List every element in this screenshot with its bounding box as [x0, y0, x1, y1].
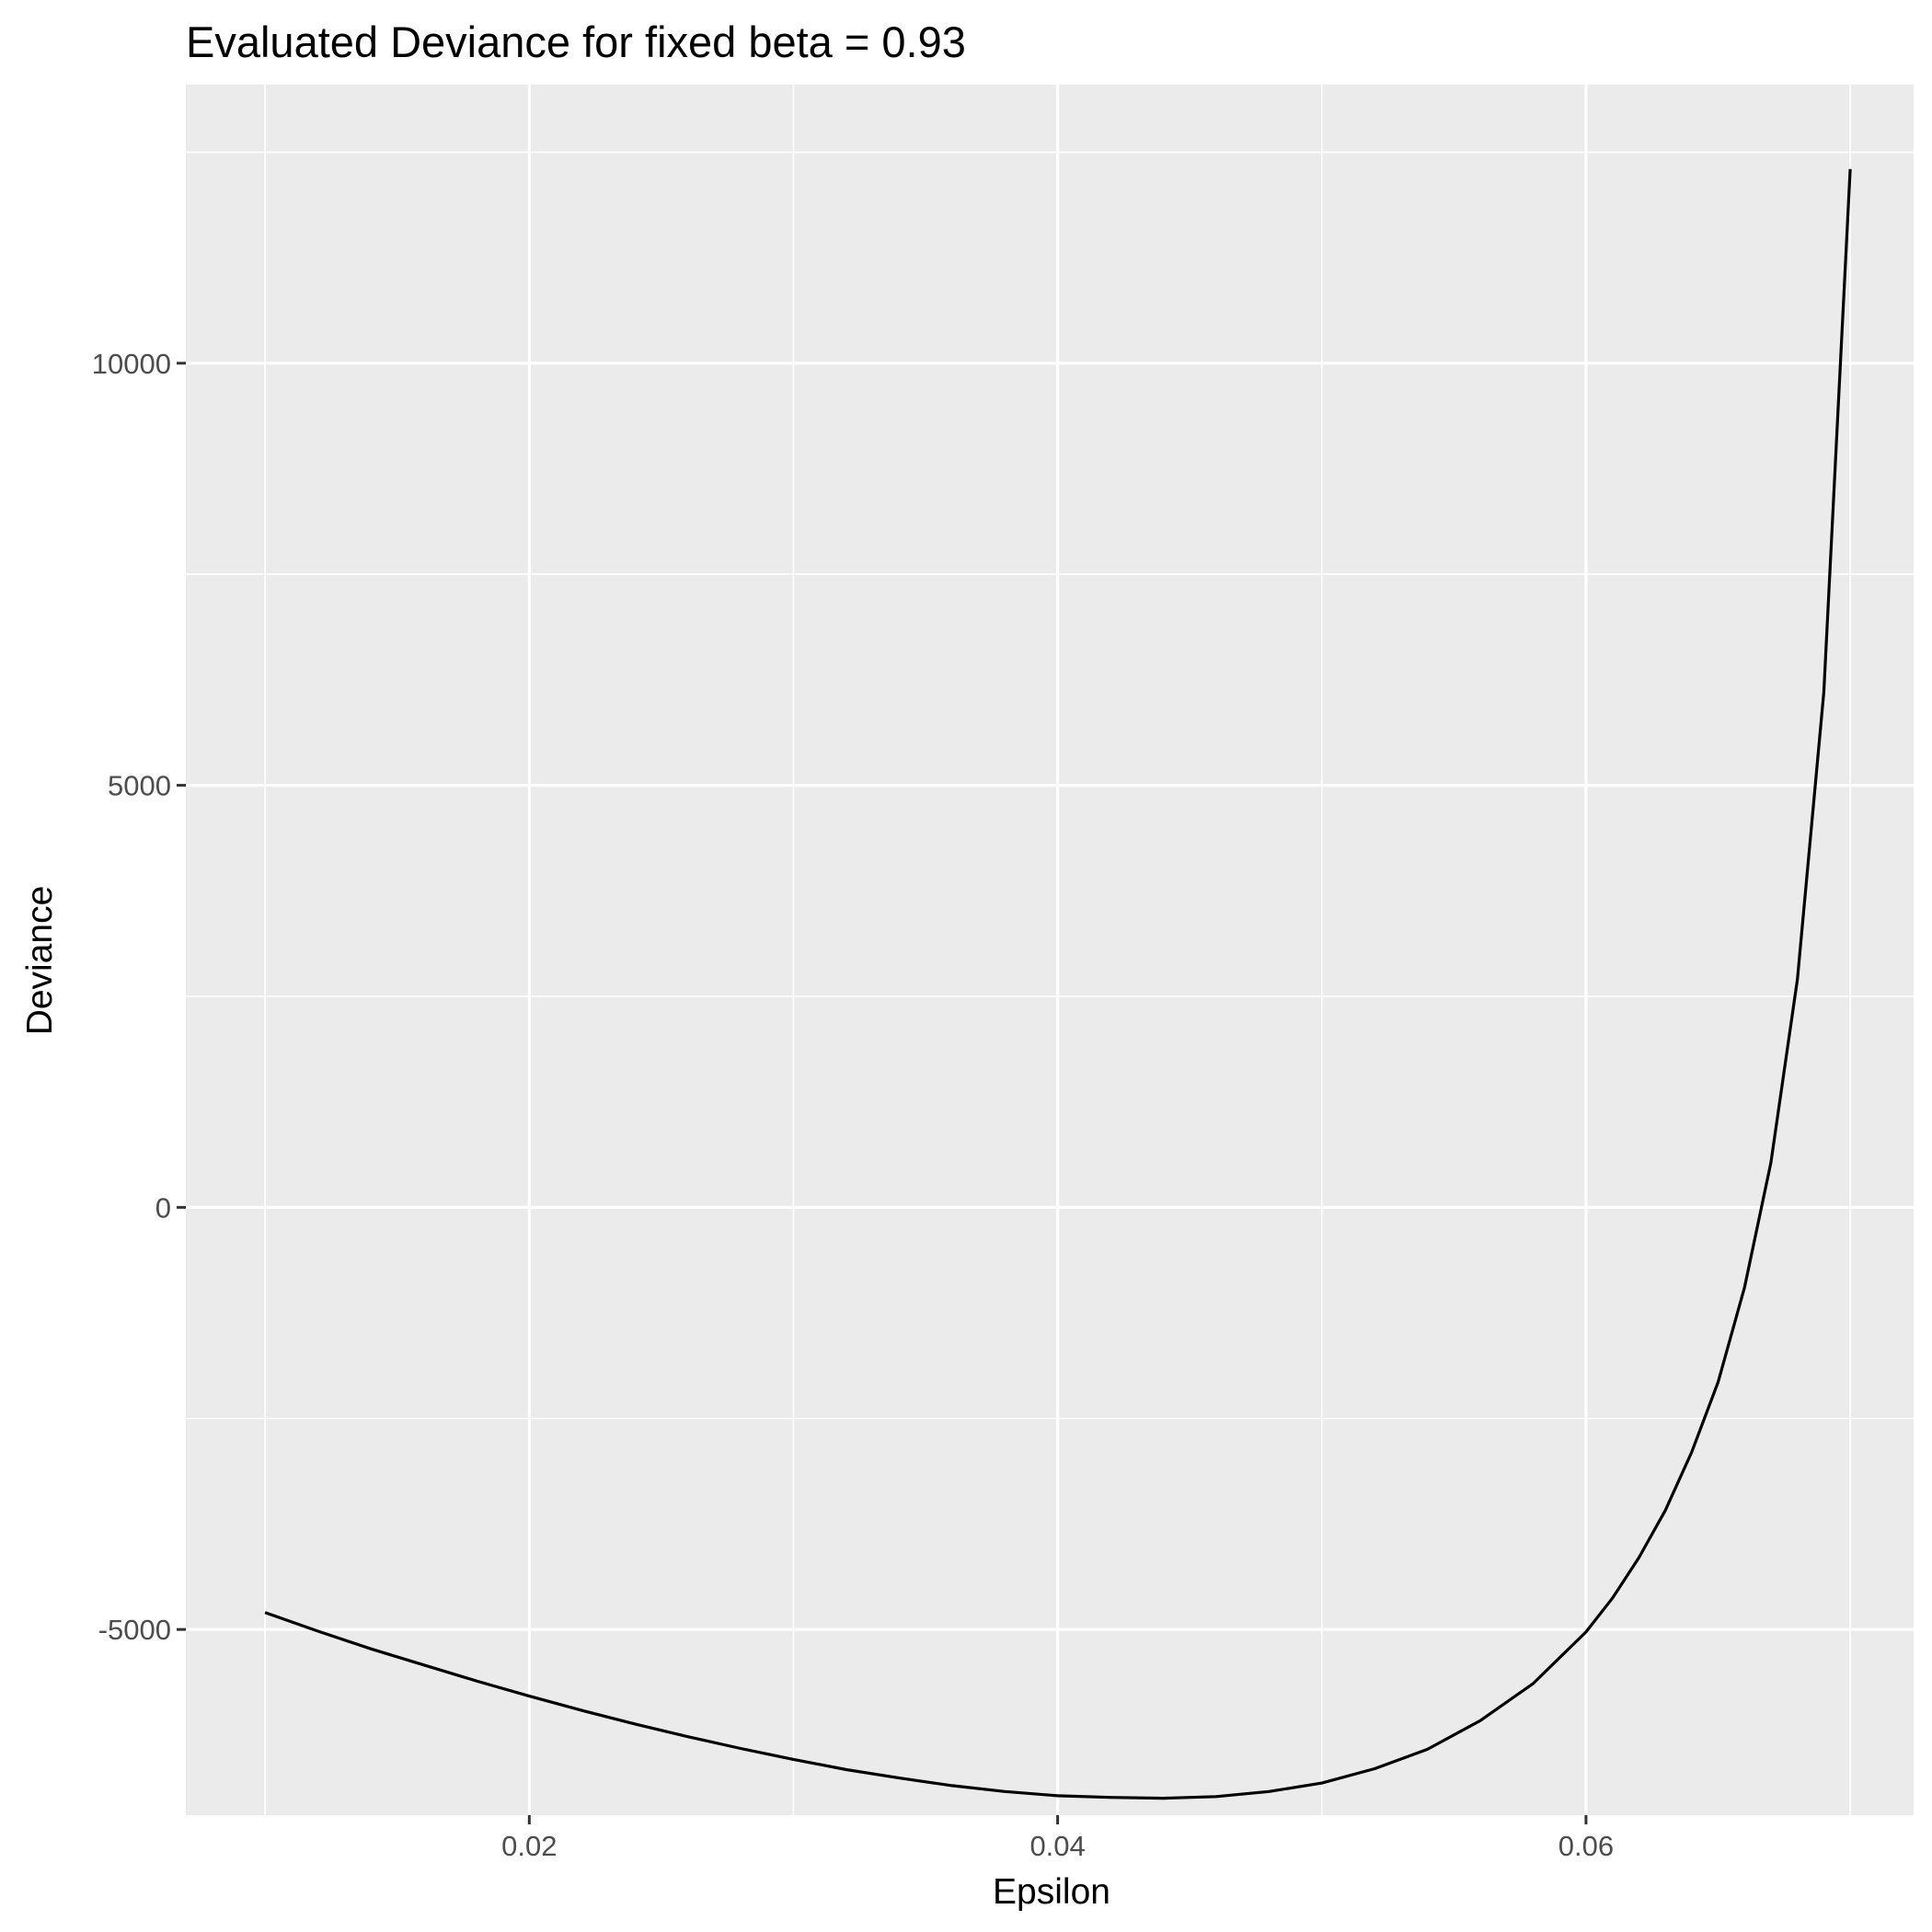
minor-gridlines	[186, 85, 1914, 1815]
x-axis-title: Epsilon	[993, 1872, 1110, 1912]
x-tick-label: 0.06	[1558, 1830, 1614, 1862]
chart-title: Evaluated Deviance for fixed beta = 0.93	[186, 17, 966, 66]
y-axis-title: Deviance	[20, 886, 60, 1036]
major-gridlines	[186, 85, 1914, 1815]
x-tick-label: 0.04	[1029, 1830, 1085, 1862]
x-axis: 0.02 0.04 0.06	[501, 1815, 1614, 1862]
y-tick-label: 5000	[108, 770, 171, 802]
x-tick-label: 0.02	[501, 1830, 557, 1862]
y-tick-label: -5000	[98, 1614, 171, 1646]
plot-panel	[186, 85, 1914, 1815]
y-axis: -5000 0 5000 10000	[92, 348, 186, 1646]
y-tick-label: 0	[155, 1191, 171, 1224]
y-tick-label: 10000	[92, 348, 171, 380]
deviance-series-line	[264, 168, 1852, 1800]
